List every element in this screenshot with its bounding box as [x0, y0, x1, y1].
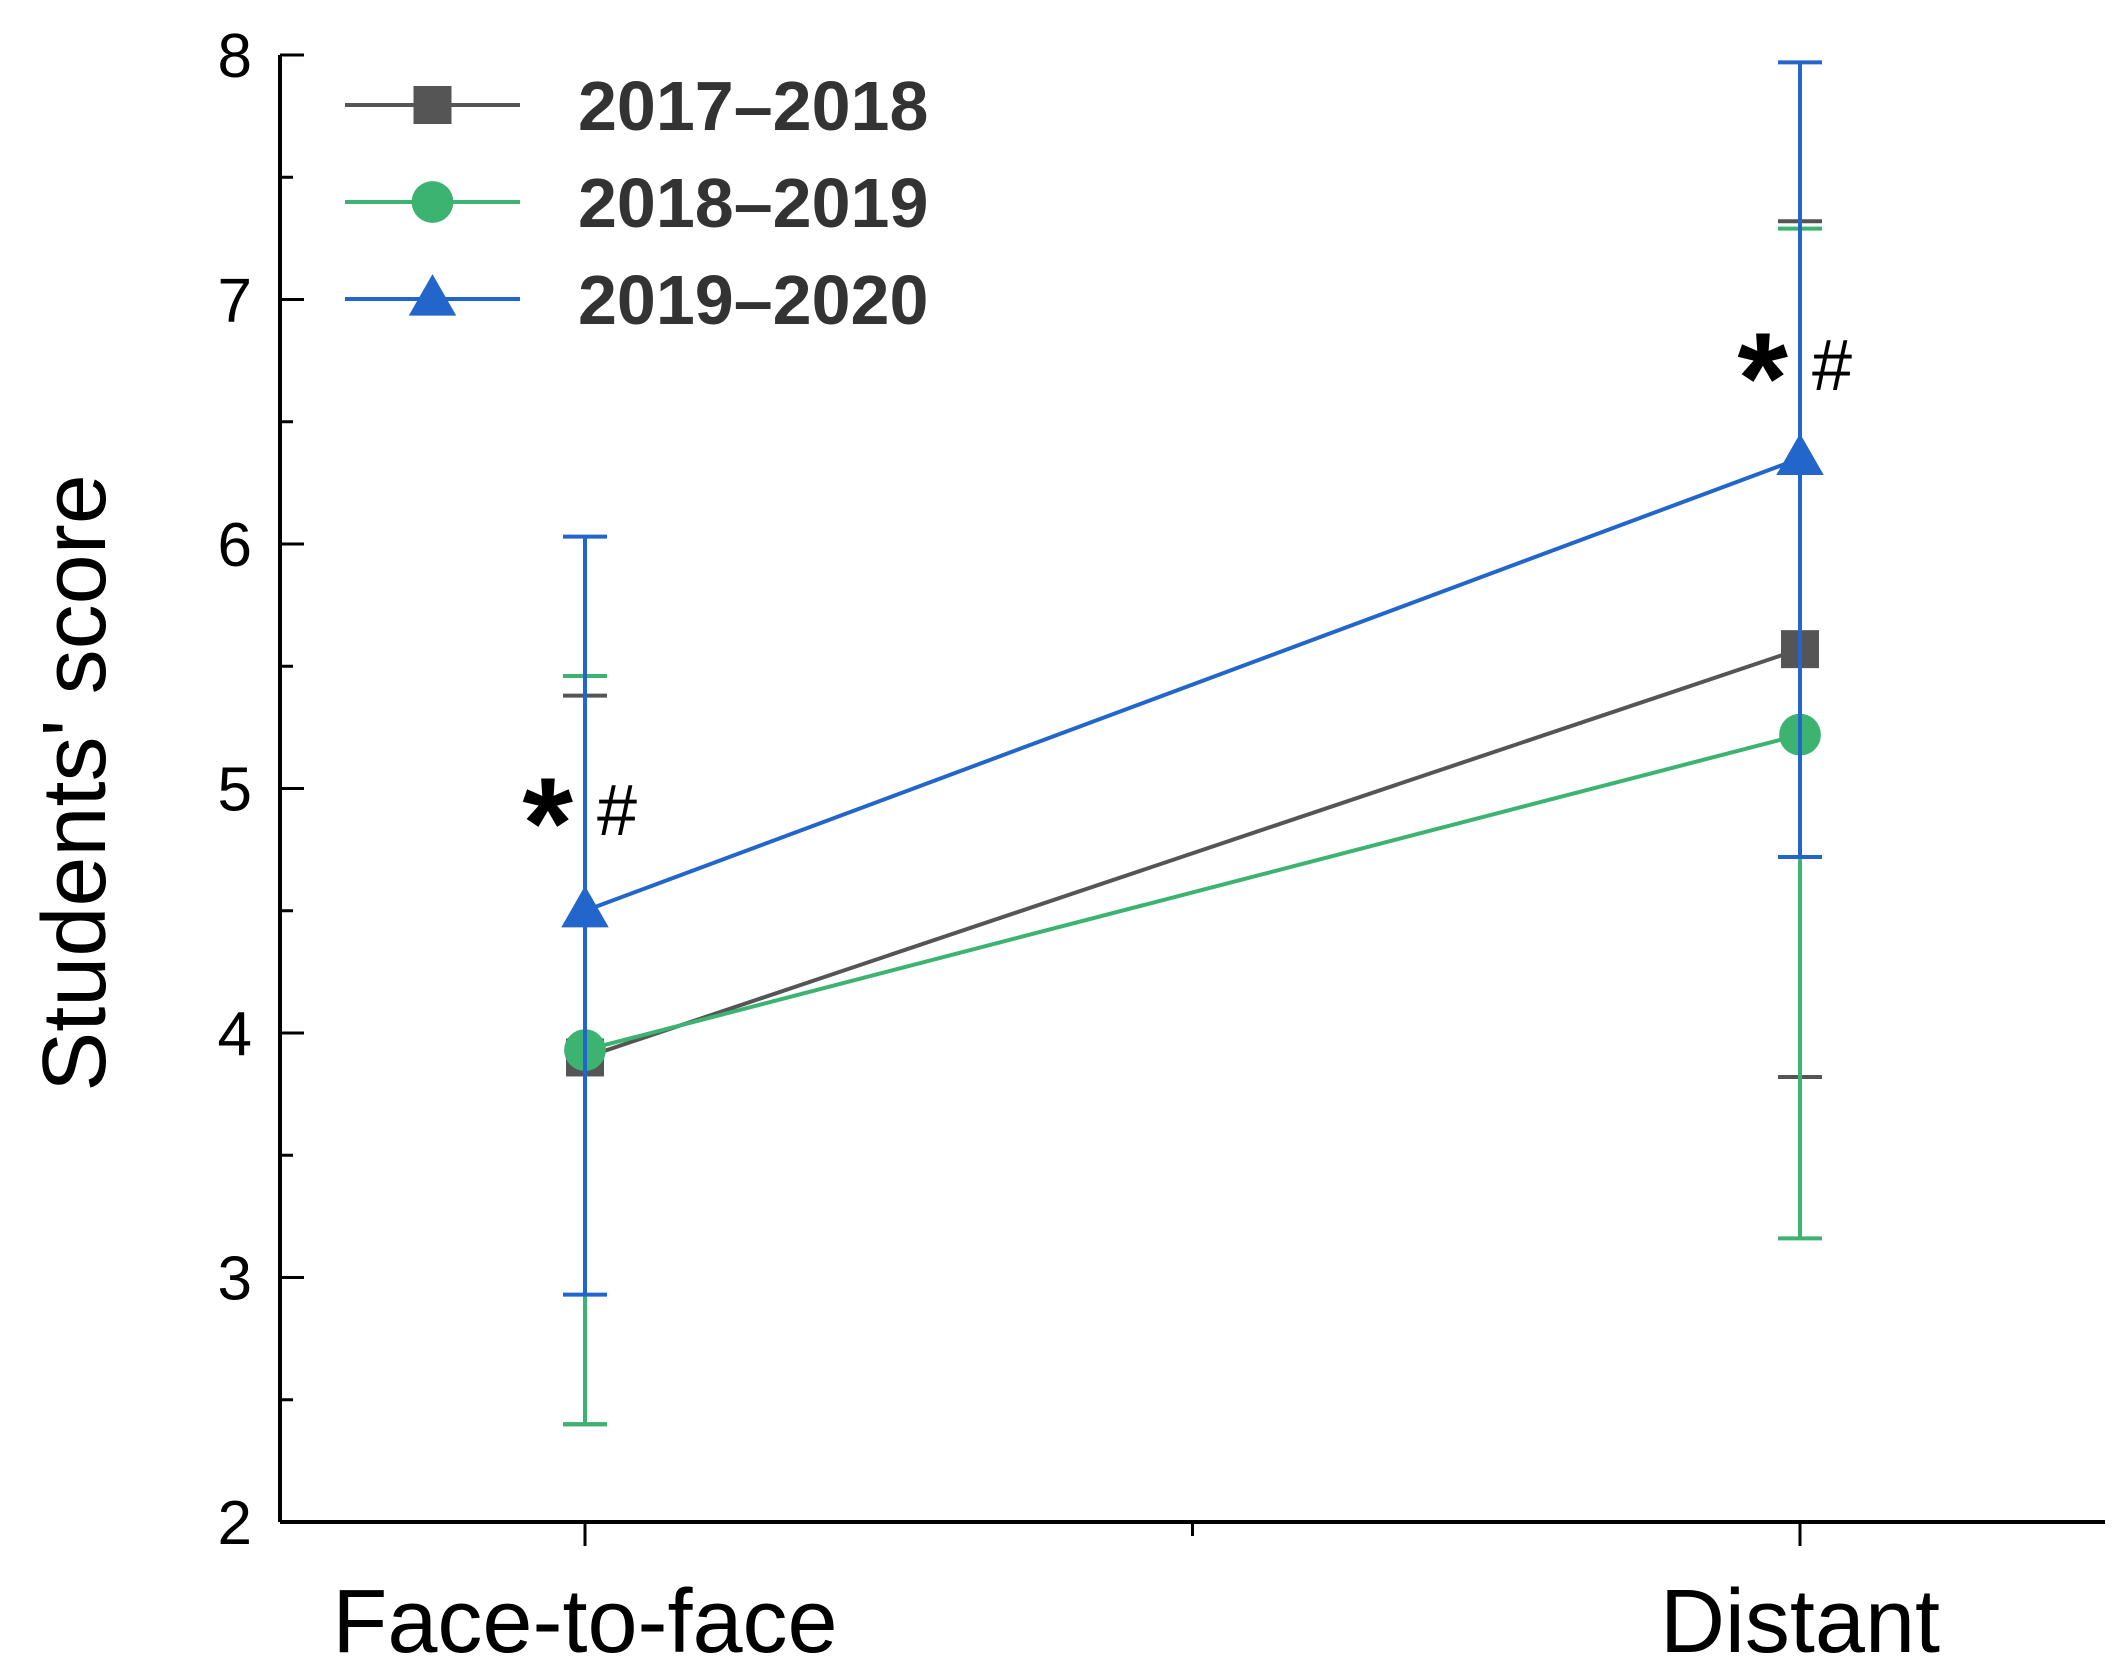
y-tick-label: 4	[218, 1000, 252, 1069]
series-layer	[561, 60, 1824, 1427]
data-point	[561, 885, 609, 928]
axes: 2 3 4 5 6 7 8 Face-to-face Distant	[218, 22, 2105, 1672]
legend-item-1: 2017–2018	[345, 67, 928, 145]
series-1	[563, 219, 1822, 1427]
legend-marker	[411, 181, 454, 223]
y-tick-label: 7	[218, 267, 252, 336]
annotation-layer: * # * #	[522, 305, 1852, 896]
series-line	[584, 456, 1801, 913]
y-tick-label: 3	[218, 1245, 252, 1314]
data-point	[1776, 433, 1824, 476]
legend-marker	[408, 274, 457, 316]
significance-star: *	[1737, 305, 1788, 451]
series-3	[561, 60, 1824, 1297]
legend-item-2: 2018–2019	[345, 164, 928, 242]
series-line	[584, 732, 1801, 1053]
legend-label: 2018–2019	[578, 164, 928, 242]
y-tick-label: 8	[218, 22, 252, 91]
significance-hash: #	[1812, 326, 1852, 406]
legend: 2017–2018 2018–2019 2019–2020	[345, 67, 928, 339]
series-2	[563, 226, 1822, 1427]
series-line	[584, 647, 1801, 1060]
legend-item-3: 2019–2020	[345, 261, 928, 339]
y-tick-label: 2	[218, 1489, 252, 1558]
y-tick-label: 6	[218, 511, 252, 580]
y-tick-label: 5	[218, 756, 252, 825]
legend-label: 2017–2018	[578, 67, 928, 145]
significance-hash: #	[597, 771, 637, 851]
legend-label: 2019–2020	[578, 261, 928, 339]
x-tick-label: Face-to-face	[332, 1572, 837, 1672]
y-axis-label: Students' score	[25, 474, 125, 1092]
legend-marker	[413, 86, 452, 124]
significance-star: *	[522, 750, 573, 896]
x-tick-label: Distant	[1660, 1572, 1940, 1672]
